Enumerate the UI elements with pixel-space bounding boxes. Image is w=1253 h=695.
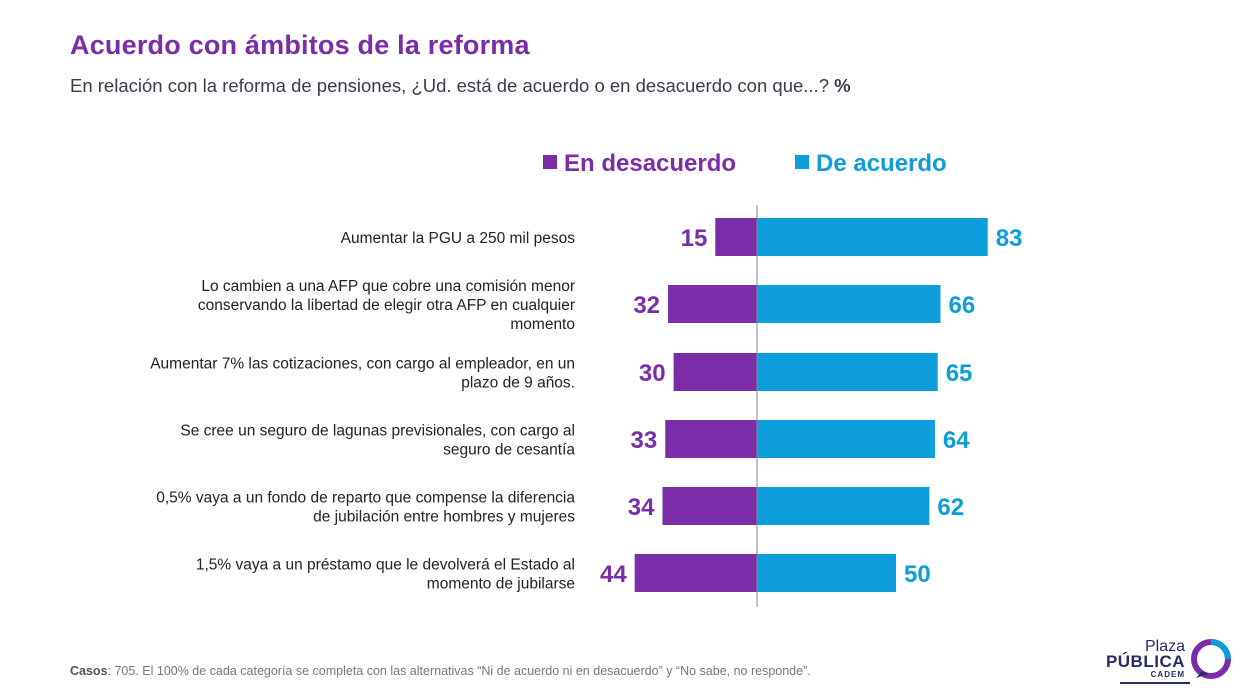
legend-swatch-disagree: [543, 155, 557, 169]
legend-agree: De acuerdo: [795, 150, 947, 178]
category-label: 0,5% vaya a un fondo de reparto que comp…: [156, 490, 575, 507]
bar-disagree: [668, 285, 757, 323]
chart-subtitle: En relación con la reforma de pensiones,…: [70, 75, 851, 97]
legend: En desacuerdo: [543, 150, 736, 178]
plaza-publica-logo: Plaza PÚBLICA CADEM: [1106, 638, 1240, 684]
footer-label: Casos: [70, 664, 108, 678]
legend-swatch-agree: [795, 155, 809, 169]
bar-disagree: [715, 218, 757, 256]
data-label-agree: 64: [943, 427, 970, 454]
category-label: de jubilación entre hombres y mujeres: [313, 509, 575, 526]
category-label: Lo cambien a una AFP que cobre una comis…: [201, 278, 575, 295]
category-label: momento: [510, 316, 575, 333]
logo-line1: Plaza: [1144, 638, 1185, 655]
logo-underline: [1120, 682, 1190, 684]
data-label-disagree: 32: [633, 292, 660, 319]
category-label: Se cree un seguro de lagunas previsional…: [180, 423, 575, 440]
legend-label-disagree: En desacuerdo: [564, 150, 737, 177]
subtitle-text: En relación con la reforma de pensiones,…: [70, 75, 829, 96]
bar-disagree: [634, 554, 757, 592]
data-label-disagree: 33: [631, 427, 658, 454]
data-label-disagree: 30: [639, 360, 666, 387]
legend-label-agree: De acuerdo: [816, 150, 947, 177]
data-label-agree: 83: [996, 225, 1023, 252]
data-label-disagree: 44: [600, 561, 627, 588]
bar-agree: [757, 218, 988, 256]
category-label: Aumentar la PGU a 250 mil pesos: [341, 230, 576, 247]
category-label: 1,5% vaya a un préstamo que le devolverá…: [196, 557, 575, 574]
bar-agree: [757, 554, 896, 592]
bar-agree: [757, 285, 941, 323]
category-label: plazo de 9 años.: [461, 375, 575, 392]
data-label-agree: 50: [904, 561, 931, 588]
category-label: Aumentar 7% las cotizaciones, con cargo …: [150, 356, 575, 373]
category-label: seguro de cesantía: [443, 442, 575, 459]
data-label-disagree: 34: [628, 494, 655, 521]
bar-agree: [757, 353, 938, 391]
data-label-disagree: 15: [681, 225, 708, 252]
data-label-agree: 62: [937, 494, 964, 521]
category-label: conservando la libertad de elegir otra A…: [198, 297, 575, 314]
data-label-agree: 65: [946, 360, 973, 387]
chart-title: Acuerdo con ámbitos de la reforma: [70, 30, 530, 60]
bar-agree: [757, 487, 930, 525]
bar-agree: [757, 420, 935, 458]
category-label: momento de jubilarse: [427, 576, 575, 593]
logo-line3: CADEM: [1150, 670, 1185, 679]
bar-disagree: [665, 420, 757, 458]
footer-note: Casos: 705. El 100% de cada categoría se…: [70, 664, 811, 678]
footer-text: : 705. El 100% de cada categoría se comp…: [107, 664, 811, 678]
data-label-agree: 66: [948, 292, 975, 319]
bar-disagree: [673, 353, 757, 391]
logo-line2: PÚBLICA: [1105, 652, 1185, 671]
subtitle-unit: %: [834, 75, 851, 96]
bar-disagree: [662, 487, 757, 525]
speech-bubble-icon: [1191, 639, 1231, 679]
